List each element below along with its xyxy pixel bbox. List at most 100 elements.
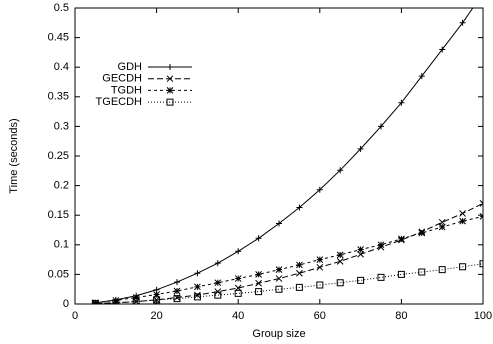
plot-area: [91, 8, 483, 304]
marker: [377, 273, 385, 281]
x-axis-label: Group size: [252, 328, 305, 340]
legend-label: TGDH: [111, 84, 142, 96]
marker: [377, 241, 385, 249]
marker: [166, 87, 174, 94]
marker: [459, 217, 466, 225]
marker: [193, 293, 201, 301]
marker: [357, 145, 364, 152]
marker: [418, 73, 425, 80]
marker: [276, 220, 282, 227]
marker: [418, 229, 426, 237]
marker: [255, 271, 262, 278]
x-tick-label: 20: [150, 310, 162, 322]
marker: [194, 270, 201, 277]
marker: [479, 200, 483, 207]
marker: [194, 283, 201, 291]
marker: [357, 250, 364, 258]
marker: [398, 99, 405, 106]
y-tick-label: 0: [63, 298, 69, 310]
marker: [398, 235, 405, 243]
y-tick-label: 0.1: [54, 239, 69, 251]
marker: [166, 75, 174, 83]
marker: [397, 270, 405, 278]
marker: [173, 295, 181, 303]
marker: [255, 288, 263, 296]
y-tick-label: 0.3: [54, 120, 69, 132]
y-tick-label: 0.35: [48, 91, 69, 103]
y-tick-label: 0.25: [48, 150, 69, 162]
marker: [153, 291, 160, 298]
series-line: [95, 215, 483, 304]
marker: [234, 289, 242, 297]
y-tick-label: 0.4: [54, 61, 69, 73]
plot-frame: [74, 7, 484, 305]
marker: [132, 298, 140, 304]
x-tick-label: 100: [474, 310, 492, 322]
marker: [92, 299, 99, 304]
y-tick-label: 0.2: [54, 180, 69, 192]
marker: [174, 279, 180, 286]
legend-label: TGECDH: [96, 96, 143, 108]
marker: [438, 218, 446, 226]
y-tick-label: 0.15: [48, 209, 69, 221]
x-tick-label: 60: [314, 310, 326, 322]
marker: [316, 256, 324, 263]
marker: [357, 246, 364, 253]
marker: [214, 291, 222, 299]
marker: [459, 19, 466, 26]
legend-label: GECDH: [102, 73, 142, 85]
marker: [439, 46, 446, 53]
legend-label: GDH: [118, 61, 143, 73]
series-line: [95, 8, 474, 304]
marker: [357, 276, 365, 284]
marker: [459, 263, 467, 271]
marker: [316, 186, 323, 193]
marker: [275, 275, 283, 282]
marker: [296, 261, 303, 269]
marker: [336, 279, 344, 287]
marker: [296, 204, 303, 211]
marker: [336, 258, 344, 265]
marker: [378, 123, 384, 130]
marker: [459, 210, 466, 217]
marker: [296, 269, 303, 277]
marker: [479, 260, 483, 268]
marker: [153, 296, 161, 304]
marker: [166, 98, 174, 106]
marker: [275, 285, 283, 293]
marker: [234, 275, 242, 282]
marker: [275, 266, 283, 274]
marker: [316, 281, 324, 289]
marker: [255, 279, 262, 287]
marker: [112, 297, 120, 304]
marker: [337, 167, 344, 174]
marker: [438, 223, 446, 231]
x-tick-label: 80: [395, 310, 407, 322]
y-tick-label: 0.45: [48, 32, 69, 44]
marker: [255, 235, 262, 242]
marker: [214, 260, 221, 267]
marker: [194, 291, 201, 299]
y-tick-label: 0.05: [48, 268, 69, 280]
marker: [167, 64, 173, 70]
marker: [295, 283, 303, 291]
y-axis-label: Time (seconds): [8, 118, 20, 193]
marker: [112, 299, 120, 304]
marker: [132, 294, 140, 301]
marker: [235, 248, 242, 255]
marker: [214, 279, 222, 287]
series-line: [95, 202, 483, 304]
marker: [438, 266, 446, 274]
x-tick-label: 40: [232, 310, 244, 322]
marker: [479, 213, 483, 220]
marker: [214, 288, 222, 295]
marker: [153, 296, 160, 304]
y-tick-label: 0.5: [54, 2, 69, 14]
x-tick-label: 0: [72, 310, 78, 322]
marker: [316, 263, 324, 271]
marker: [418, 268, 426, 276]
marker: [173, 287, 181, 295]
marker: [91, 299, 99, 304]
marker: [336, 251, 344, 259]
